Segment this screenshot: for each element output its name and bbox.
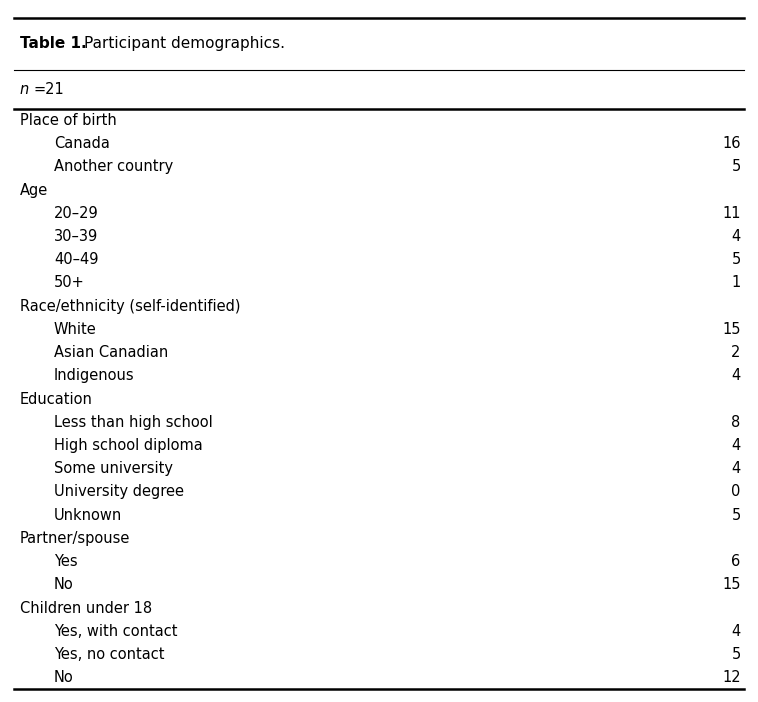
Text: 4: 4 xyxy=(731,461,741,476)
Text: Partner/spouse: Partner/spouse xyxy=(20,531,130,546)
Text: 4: 4 xyxy=(731,438,741,453)
Text: Less than high school: Less than high school xyxy=(54,415,212,430)
Text: n: n xyxy=(20,82,29,97)
Text: 0: 0 xyxy=(731,484,741,500)
Text: White: White xyxy=(54,322,96,337)
Text: 8: 8 xyxy=(731,415,741,430)
Text: Place of birth: Place of birth xyxy=(20,113,117,128)
Text: 50+: 50+ xyxy=(54,275,85,291)
Text: =21: =21 xyxy=(33,82,64,97)
Text: 5: 5 xyxy=(731,508,741,523)
Text: Children under 18: Children under 18 xyxy=(20,601,152,616)
Text: 6: 6 xyxy=(731,554,741,569)
Text: Some university: Some university xyxy=(54,461,173,476)
Text: University degree: University degree xyxy=(54,484,184,500)
Text: Participant demographics.: Participant demographics. xyxy=(84,37,285,51)
Text: 15: 15 xyxy=(722,322,741,337)
Text: Unknown: Unknown xyxy=(54,508,122,523)
Text: 30–39: 30–39 xyxy=(54,229,98,244)
Text: 1: 1 xyxy=(731,275,741,291)
Text: 4: 4 xyxy=(731,624,741,639)
Text: Another country: Another country xyxy=(54,159,173,174)
Text: 11: 11 xyxy=(722,206,741,221)
Text: Indigenous: Indigenous xyxy=(54,369,134,383)
Text: High school diploma: High school diploma xyxy=(54,438,202,453)
Text: 5: 5 xyxy=(731,252,741,267)
Text: Yes: Yes xyxy=(54,554,77,569)
Text: 5: 5 xyxy=(731,159,741,174)
Text: Education: Education xyxy=(20,392,92,406)
Text: 4: 4 xyxy=(731,369,741,383)
Text: Yes, no contact: Yes, no contact xyxy=(54,647,164,662)
Text: No: No xyxy=(54,577,74,592)
Text: Age: Age xyxy=(20,183,48,197)
Text: 12: 12 xyxy=(722,670,741,685)
Text: Yes, with contact: Yes, with contact xyxy=(54,624,177,639)
Text: 40–49: 40–49 xyxy=(54,252,99,267)
Text: No: No xyxy=(54,670,74,685)
Text: 2: 2 xyxy=(731,345,741,360)
Text: 15: 15 xyxy=(722,577,741,592)
Text: 5: 5 xyxy=(731,647,741,662)
Text: Canada: Canada xyxy=(54,136,110,151)
Text: Asian Canadian: Asian Canadian xyxy=(54,345,168,360)
Text: Table 1.: Table 1. xyxy=(20,37,86,51)
Text: 20–29: 20–29 xyxy=(54,206,99,221)
Text: 4: 4 xyxy=(731,229,741,244)
Text: Race/ethnicity (self-identified): Race/ethnicity (self-identified) xyxy=(20,298,240,314)
Text: 16: 16 xyxy=(722,136,741,151)
